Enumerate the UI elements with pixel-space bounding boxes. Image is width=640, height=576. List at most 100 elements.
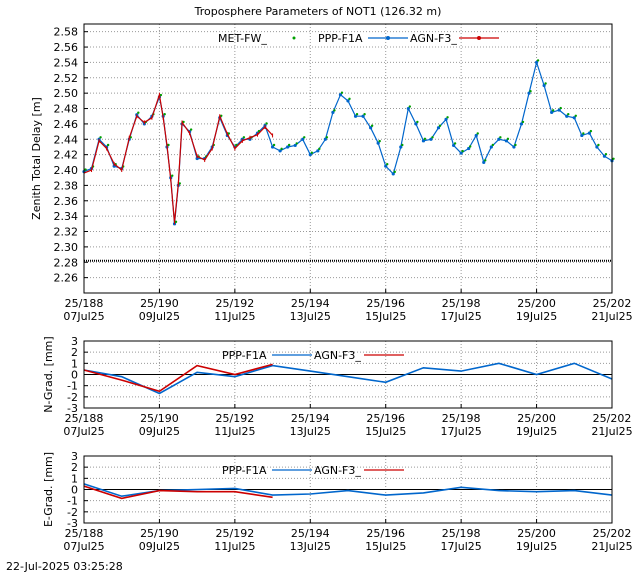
data-point [436, 126, 441, 130]
x-tick-label-date: 07Jul25 [63, 310, 104, 323]
x-tick-label-doy: 25/192 [216, 527, 255, 540]
y-axis-label: N-Grad. [mm] [42, 336, 55, 412]
data-point [301, 137, 305, 141]
data-point-met [171, 174, 174, 177]
data-point [497, 137, 501, 141]
data-point [519, 122, 524, 126]
data-point-met [521, 120, 525, 124]
data-point-met [106, 143, 110, 147]
legend-marker [477, 36, 481, 40]
data-point-met [514, 143, 517, 147]
data-point [338, 93, 343, 97]
data-point-met [416, 120, 419, 124]
data-point [527, 91, 531, 95]
legend-label: PPP-F1A [318, 32, 363, 45]
x-tick-label-doy: 25/198 [442, 412, 481, 425]
x-tick-label-doy: 25/200 [517, 297, 556, 310]
y-tick-label: 2.26 [54, 272, 79, 285]
data-point-met [178, 182, 181, 185]
x-tick-label-doy: 25/188 [65, 527, 104, 540]
data-point [482, 160, 486, 164]
data-point-met [597, 143, 600, 147]
data-point-met [189, 128, 193, 131]
x-tick-label-doy: 25/202 [593, 412, 632, 425]
data-point-met [567, 113, 570, 116]
data-point [602, 154, 607, 158]
data-point-met [529, 89, 532, 93]
x-tick-label-doy: 25/200 [517, 412, 556, 425]
data-point-met [182, 120, 185, 124]
data-point-met [99, 136, 102, 139]
data-point-met [401, 143, 404, 147]
data-point [580, 133, 584, 138]
y-tick-label: 0 [71, 484, 78, 497]
data-point-met [340, 91, 344, 94]
data-point [534, 60, 539, 65]
data-point-met [446, 116, 449, 119]
legend-swatch [292, 36, 296, 40]
y-tick-label: 3 [71, 450, 78, 463]
data-point [565, 114, 569, 118]
data-point [504, 139, 508, 143]
y-tick-label: 2.54 [54, 56, 79, 69]
x-tick-label-date: 07Jul25 [63, 425, 104, 438]
x-tick-label-date: 21Jul25 [591, 310, 632, 323]
plot-frame [83, 455, 613, 524]
y-tick-label: 2.34 [54, 210, 79, 223]
y-tick-label: -1 [67, 495, 78, 508]
y-tick-label: 2.30 [54, 241, 79, 254]
data-point [489, 145, 493, 149]
data-point-met [370, 124, 374, 127]
data-point-met [325, 136, 329, 139]
x-tick-label-date: 09Jul25 [139, 540, 180, 553]
y-tick-label: 2.38 [54, 179, 79, 192]
data-point-met [163, 113, 166, 116]
data-point [421, 139, 426, 143]
data-point-met [551, 109, 555, 112]
data-point-met [167, 143, 170, 147]
data-point-met [159, 93, 163, 97]
data-point-met [582, 132, 585, 135]
data-point [406, 106, 410, 111]
x-tick-label-date: 19Jul25 [516, 310, 557, 323]
data-point [353, 114, 358, 118]
data-point-met [506, 137, 510, 141]
x-tick-label-date: 15Jul25 [365, 310, 406, 323]
x-tick-label-date: 07Jul25 [63, 540, 104, 553]
x-tick-label-date: 15Jul25 [365, 425, 406, 438]
data-point-met [461, 149, 464, 153]
data-point-met [280, 147, 283, 151]
data-point [467, 146, 471, 151]
data-point-met [84, 168, 87, 171]
data-point-met [393, 170, 396, 174]
series-agn-f3--line [83, 363, 273, 393]
x-tick-label-date: 11Jul25 [214, 310, 255, 323]
x-tick-label-doy: 25/192 [216, 297, 255, 310]
timestamp-label: 22-Jul-2025 03:25:28 [6, 560, 123, 573]
data-point-met [491, 143, 495, 147]
legend-label: AGN-F3_ [314, 349, 361, 362]
data-point [429, 137, 433, 141]
y-tick-label: 0 [71, 369, 78, 382]
data-point [399, 145, 403, 149]
x-tick-label-doy: 25/190 [140, 297, 179, 310]
data-point [557, 108, 561, 112]
x-tick-label-doy: 25/190 [140, 527, 179, 540]
y-tick-label: 2.56 [54, 41, 79, 54]
data-point [112, 164, 116, 168]
data-point [316, 149, 320, 153]
y-tick-label: 2.28 [54, 256, 79, 269]
data-point-met [589, 129, 593, 133]
data-point-met [310, 151, 313, 154]
x-tick-label-date: 21Jul25 [591, 425, 632, 438]
figure-title: Troposphere Parameters of NOT1 (126.32 m… [194, 5, 442, 18]
x-tick-label-doy: 25/198 [442, 527, 481, 540]
x-tick-label-date: 19Jul25 [516, 425, 557, 438]
x-tick-label-doy: 25/192 [216, 412, 255, 425]
data-point-met [333, 109, 336, 112]
y-tick-label: 1 [71, 357, 78, 370]
y-tick-label: 2.44 [54, 133, 79, 146]
data-point [270, 145, 275, 149]
data-point-met [348, 97, 351, 101]
